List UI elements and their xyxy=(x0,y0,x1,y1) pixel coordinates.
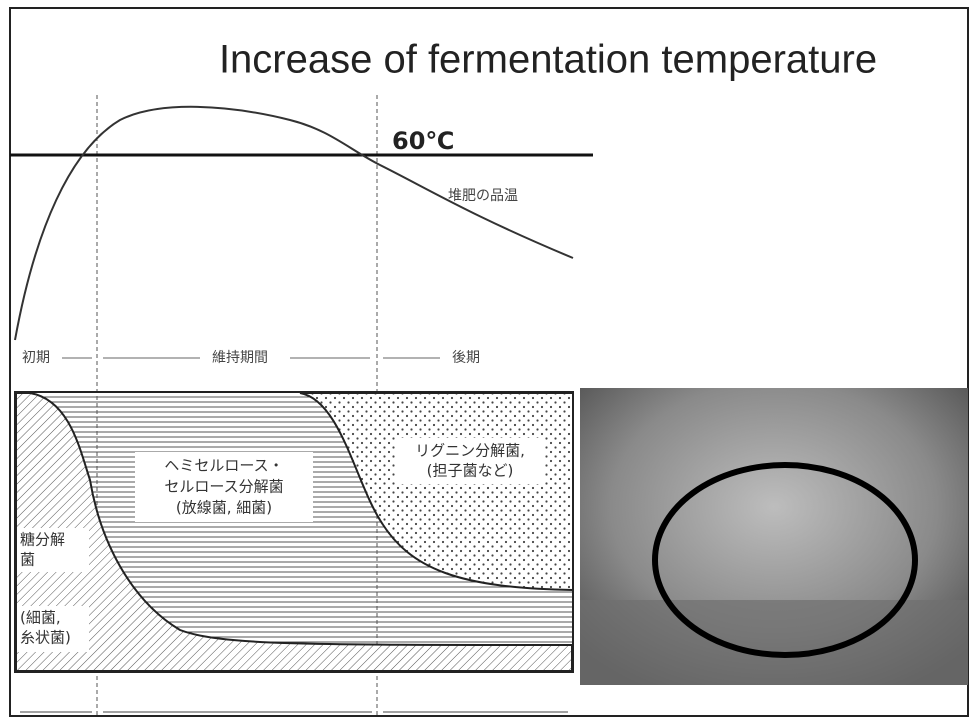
slide: Increase of fermentation temperature 60℃… xyxy=(0,0,978,725)
phase-label: 維持期間 xyxy=(212,350,268,366)
region-label: (放線菌, 細菌) xyxy=(176,499,272,517)
compost-pile xyxy=(580,600,968,685)
region-label: セルロース分解菌 xyxy=(164,478,283,496)
region-label: 糖分解 xyxy=(20,531,65,549)
region-label: リグニン分解菌, xyxy=(415,442,525,460)
region-label: (担子菌など) xyxy=(427,462,514,480)
phase-label: 初期 xyxy=(22,349,50,366)
region-label: (細菌, xyxy=(20,609,61,627)
threshold-label: 60℃ xyxy=(392,127,454,155)
curve-label: 堆肥の品温 xyxy=(448,188,518,204)
region-label: 糸状菌) xyxy=(20,629,71,647)
slide-title: Increase of fermentation temperature xyxy=(219,38,877,82)
temperature-curve xyxy=(15,107,573,340)
region-label: 菌 xyxy=(20,551,35,569)
region-label: ヘミセルロース・ xyxy=(164,457,283,475)
phase-label: 後期 xyxy=(452,350,480,366)
page: Increase of fermentation temperature 60℃… xyxy=(0,0,978,725)
